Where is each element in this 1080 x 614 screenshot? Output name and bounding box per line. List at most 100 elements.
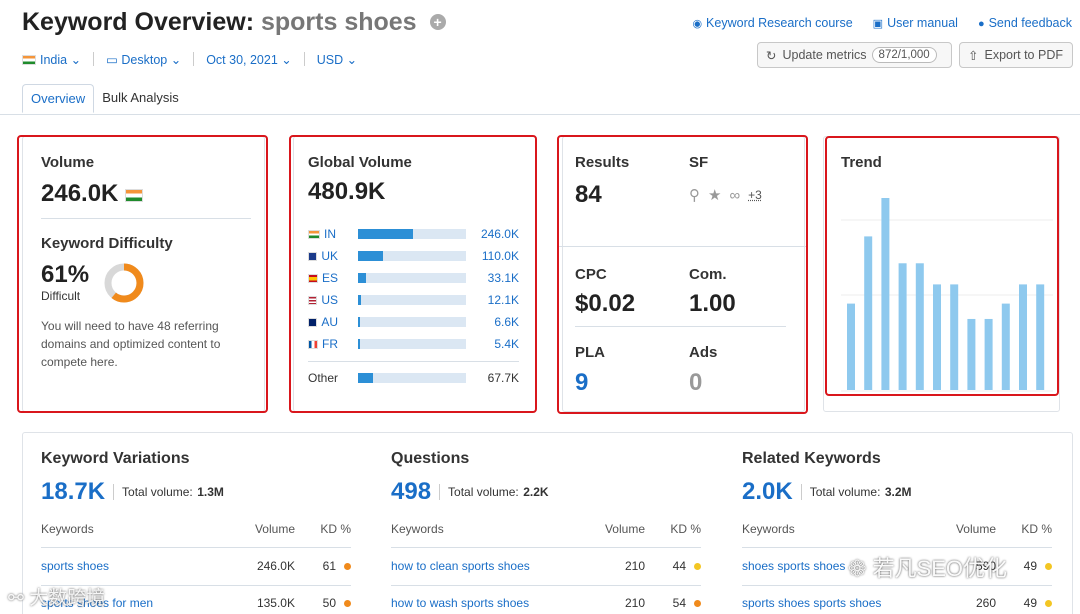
divider — [41, 585, 351, 586]
table-row: shoes sports shoes 590 49 — [742, 559, 1052, 573]
tab-overview[interactable]: Overview — [22, 84, 95, 113]
keyword-link[interactable]: sports shoes for men — [41, 596, 154, 610]
country-code[interactable]: ES — [308, 271, 338, 285]
country-value[interactable]: 33.1K — [487, 271, 519, 285]
ads-value: 0 — [689, 369, 703, 396]
india-flag-icon — [125, 189, 144, 202]
global-volume-label: Global Volume — [308, 154, 412, 171]
country-value[interactable]: 110.0K — [481, 249, 519, 263]
col-kd[interactable]: KD % — [1021, 522, 1052, 536]
currency-label: USD — [316, 53, 344, 67]
country-code[interactable]: UK — [308, 249, 338, 263]
user-manual-link[interactable]: ▣ User manual — [873, 16, 958, 30]
keyword-volume: 590 — [975, 559, 996, 573]
col-keywords[interactable]: Keywords — [41, 522, 94, 536]
kd-dot-icon — [694, 563, 701, 570]
trend-bar[interactable] — [1001, 303, 1010, 390]
total-volume-label: Total volume: — [809, 485, 881, 499]
trend-bar[interactable] — [984, 318, 993, 390]
col-keywords[interactable]: Keywords — [742, 522, 795, 536]
country-value[interactable]: 246.0K — [480, 227, 519, 241]
currency-select[interactable]: USD ⌄ — [317, 52, 357, 67]
trend-bar[interactable] — [847, 303, 855, 390]
col-volume[interactable]: Volume — [254, 522, 295, 536]
col-keywords[interactable]: Keywords — [391, 522, 444, 536]
volume-number: 246.0K — [41, 180, 119, 207]
pla-value[interactable]: 9 — [575, 369, 589, 396]
keyword-link[interactable]: how to wash sports shoes — [391, 596, 530, 610]
star-icon[interactable]: ★ — [708, 187, 722, 204]
feedback-link[interactable]: ● Send feedback — [978, 16, 1072, 30]
device-select[interactable]: ▭ Desktop ⌄ — [106, 52, 181, 67]
trend-bar[interactable] — [881, 198, 890, 390]
divider — [308, 361, 519, 362]
col-volume[interactable]: Volume — [955, 522, 996, 536]
country-bar — [358, 229, 466, 239]
keyword-link[interactable]: how to clean sports shoes — [391, 559, 530, 573]
section-count[interactable]: 498 — [391, 478, 432, 505]
location-pin-icon[interactable]: ⚲ — [689, 187, 700, 204]
trend-bar[interactable] — [967, 318, 976, 390]
col-kd[interactable]: KD % — [320, 522, 351, 536]
country-bar-fill — [358, 229, 414, 239]
add-keyword-icon[interactable]: + — [429, 14, 446, 30]
keyword-link[interactable]: sports shoes — [41, 559, 110, 573]
keyword-kd: 49 — [996, 596, 1052, 610]
country-value[interactable]: 5.4K — [494, 337, 519, 351]
col-kd[interactable]: KD % — [670, 522, 701, 536]
country-row: IN 246.0K — [308, 223, 519, 245]
kd-label: Keyword Difficulty — [41, 235, 173, 252]
highlight-box — [557, 135, 808, 414]
trend-bar[interactable] — [933, 284, 941, 390]
table-row: how to clean sports shoes 210 44 — [391, 559, 701, 573]
section-count[interactable]: 2.0K — [742, 478, 793, 505]
trend-bar[interactable] — [950, 284, 959, 390]
country-bar — [358, 295, 466, 305]
section-count[interactable]: 18.7K — [41, 478, 106, 505]
country-value[interactable]: 12.1K — [487, 293, 519, 307]
country-bar-fill — [358, 339, 360, 349]
user-manual-label: User manual — [887, 16, 958, 30]
keyword-link[interactable]: shoes sports shoes — [742, 559, 846, 573]
keyword-volume: 135.0K — [256, 596, 295, 610]
country-code[interactable]: FR — [308, 337, 338, 351]
country-row: UK 110.0K — [308, 245, 519, 267]
divider — [391, 547, 701, 548]
course-link[interactable]: ◉ Keyword Research course — [692, 16, 852, 30]
update-metrics-button[interactable]: ↻ Update metrics 872/1,000 — [757, 42, 952, 68]
trend-bar[interactable] — [915, 263, 924, 390]
date-select[interactable]: Oct 30, 2021 ⌄ — [206, 52, 292, 67]
results-label: Results — [575, 154, 630, 171]
ads-label: Ads — [689, 344, 718, 361]
country-code[interactable]: IN — [308, 227, 338, 241]
link-icon[interactable]: ∞ — [729, 186, 741, 204]
graduation-cap-icon: ◉ — [692, 18, 703, 30]
country-code[interactable]: AU — [308, 315, 338, 329]
country-bar-fill — [358, 317, 360, 327]
tab-bulk-analysis[interactable]: Bulk Analysis — [102, 90, 179, 105]
trend-bar[interactable] — [864, 236, 873, 390]
country-code[interactable]: US — [308, 293, 338, 307]
section-title: Questions — [391, 450, 470, 467]
table-row: sports shoes sports shoes 260 49 — [742, 596, 1052, 610]
keyword-volume: 246.0K — [256, 559, 295, 573]
export-pdf-button[interactable]: ⇧ Export to PDF — [959, 42, 1073, 68]
col-volume[interactable]: Volume — [604, 522, 645, 536]
country-select[interactable]: India ⌄ — [22, 52, 81, 67]
country-code-label: AU — [321, 315, 338, 329]
chevron-down-icon: ⌄ — [281, 53, 292, 67]
chevron-down-icon: ⌄ — [346, 53, 358, 67]
country-code-label: US — [321, 293, 338, 307]
country-row: AU 6.6K — [308, 311, 519, 333]
keyword-link[interactable]: sports shoes sports shoes — [742, 596, 882, 610]
results-value: 84 — [575, 181, 602, 208]
sf-more[interactable]: +3 — [748, 188, 762, 202]
com-label: Com. — [689, 266, 727, 283]
total-volume-value: 2.2K — [523, 485, 549, 499]
trend-bar[interactable] — [898, 263, 907, 390]
trend-bar[interactable] — [1019, 284, 1027, 390]
country-code-label: IN — [324, 227, 336, 241]
country-value[interactable]: 6.6K — [494, 315, 519, 329]
kd-number: 44 — [672, 559, 686, 573]
trend-bar[interactable] — [1036, 284, 1045, 390]
